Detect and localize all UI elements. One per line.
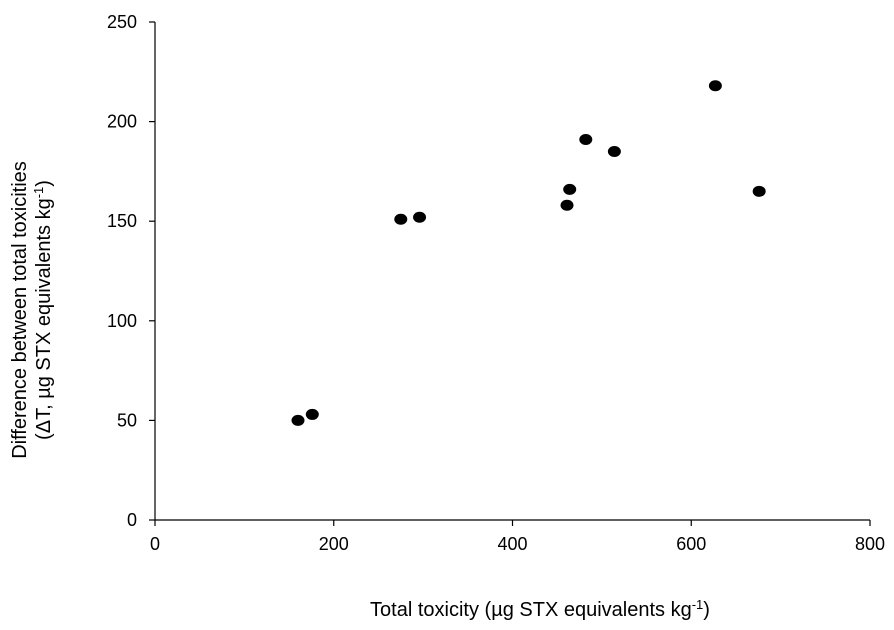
data-point [305, 408, 319, 420]
data-point [607, 145, 621, 157]
y-tick-label: 100 [107, 311, 137, 331]
data-point [563, 183, 577, 195]
x-tick-label: 200 [319, 534, 349, 554]
x-tick-label: 400 [497, 534, 527, 554]
x-axis-title: Total toxicity (µg STX equivalents kg-1) [370, 597, 710, 622]
data-point [708, 80, 722, 92]
data-points [291, 80, 766, 426]
data-point [560, 199, 574, 211]
x-axis-ticks: 0 200 400 600 800 [150, 520, 885, 554]
y-tick-label: 250 [107, 12, 137, 32]
data-point [394, 213, 408, 225]
data-point [752, 185, 766, 197]
data-point [579, 134, 593, 146]
y-axis-title-line1: Difference between total toxicities [9, 161, 31, 459]
y-tick-label: 200 [107, 112, 137, 132]
data-point [413, 211, 427, 223]
x-tick-label: 600 [676, 534, 706, 554]
y-tick-label: 50 [117, 410, 137, 430]
y-tick-label: 0 [127, 510, 137, 530]
y-axis-ticks: 0 50 100 150 200 250 [107, 12, 155, 530]
x-tick-label: 0 [150, 534, 160, 554]
x-tick-label: 800 [855, 534, 885, 554]
data-point [291, 414, 305, 426]
y-axis-title: Difference between total toxicities (ΔT,… [9, 161, 55, 459]
y-tick-label: 150 [107, 211, 137, 231]
y-axis-title-line2: (ΔT, µg STX equivalents kg-1) [31, 180, 56, 440]
